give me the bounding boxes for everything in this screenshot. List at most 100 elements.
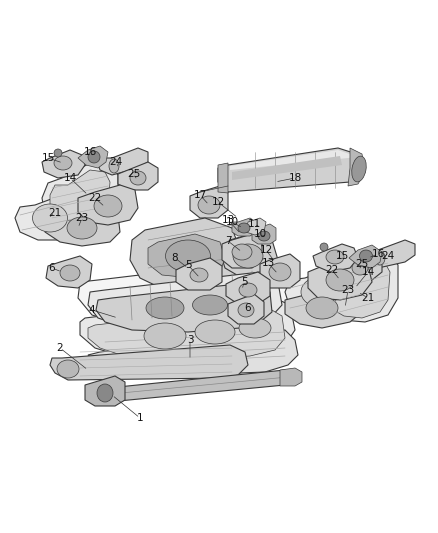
Ellipse shape xyxy=(301,277,339,307)
Text: 23: 23 xyxy=(341,285,355,295)
Text: 2: 2 xyxy=(57,343,64,353)
Ellipse shape xyxy=(326,269,354,291)
Text: 23: 23 xyxy=(75,213,88,223)
Ellipse shape xyxy=(57,360,79,378)
Text: 24: 24 xyxy=(110,157,123,167)
Ellipse shape xyxy=(67,217,97,239)
Text: 1: 1 xyxy=(137,413,143,423)
Text: 18: 18 xyxy=(288,173,302,183)
Polygon shape xyxy=(80,296,295,360)
Polygon shape xyxy=(226,272,270,304)
Ellipse shape xyxy=(326,250,344,264)
Ellipse shape xyxy=(190,268,208,282)
Polygon shape xyxy=(15,195,82,240)
Polygon shape xyxy=(218,163,228,193)
Polygon shape xyxy=(228,294,264,324)
Text: 13: 13 xyxy=(221,215,235,225)
Polygon shape xyxy=(220,232,278,278)
Ellipse shape xyxy=(258,231,270,241)
Text: 16: 16 xyxy=(83,147,97,157)
Ellipse shape xyxy=(97,384,113,402)
Ellipse shape xyxy=(352,156,366,182)
Polygon shape xyxy=(148,234,225,278)
Polygon shape xyxy=(232,156,342,180)
Polygon shape xyxy=(308,258,372,300)
Ellipse shape xyxy=(239,283,257,297)
Polygon shape xyxy=(78,185,138,225)
Ellipse shape xyxy=(54,149,62,157)
Polygon shape xyxy=(78,260,290,328)
Text: 12: 12 xyxy=(212,197,225,207)
Ellipse shape xyxy=(233,244,263,268)
Ellipse shape xyxy=(54,156,72,170)
Polygon shape xyxy=(45,208,120,246)
Polygon shape xyxy=(85,376,125,406)
Polygon shape xyxy=(78,146,108,168)
Polygon shape xyxy=(130,218,240,292)
Text: 14: 14 xyxy=(361,267,374,277)
Ellipse shape xyxy=(320,243,328,251)
Polygon shape xyxy=(98,148,148,175)
Polygon shape xyxy=(260,254,300,288)
Text: 15: 15 xyxy=(336,251,349,261)
Polygon shape xyxy=(218,148,362,192)
Text: 7: 7 xyxy=(225,236,231,246)
Ellipse shape xyxy=(109,159,119,173)
Ellipse shape xyxy=(375,251,385,265)
Ellipse shape xyxy=(130,171,146,185)
Text: 21: 21 xyxy=(361,293,374,303)
Polygon shape xyxy=(285,288,362,328)
Text: 11: 11 xyxy=(247,219,261,229)
Text: 25: 25 xyxy=(127,169,141,179)
Ellipse shape xyxy=(238,223,250,233)
Polygon shape xyxy=(88,272,282,330)
Text: 6: 6 xyxy=(49,263,55,273)
Polygon shape xyxy=(328,260,390,318)
Polygon shape xyxy=(222,234,262,268)
Polygon shape xyxy=(322,252,398,322)
Ellipse shape xyxy=(144,323,186,349)
Ellipse shape xyxy=(360,250,372,262)
Ellipse shape xyxy=(269,263,291,281)
Ellipse shape xyxy=(198,196,220,214)
Text: 16: 16 xyxy=(371,249,385,259)
Text: 13: 13 xyxy=(261,258,275,268)
Polygon shape xyxy=(280,368,302,386)
Polygon shape xyxy=(50,170,110,222)
Text: 4: 4 xyxy=(88,305,95,315)
Ellipse shape xyxy=(32,204,67,232)
Text: 15: 15 xyxy=(41,153,55,163)
Text: 10: 10 xyxy=(226,217,239,227)
Polygon shape xyxy=(42,150,85,178)
Polygon shape xyxy=(118,162,158,190)
Polygon shape xyxy=(176,258,222,290)
Polygon shape xyxy=(46,256,92,288)
Text: 17: 17 xyxy=(193,190,207,200)
Polygon shape xyxy=(285,268,352,315)
Polygon shape xyxy=(42,162,118,228)
Text: 10: 10 xyxy=(254,229,267,239)
Ellipse shape xyxy=(146,297,184,319)
Ellipse shape xyxy=(94,195,122,217)
Text: 5: 5 xyxy=(185,260,191,270)
Ellipse shape xyxy=(232,244,252,260)
Text: 21: 21 xyxy=(48,208,62,218)
Polygon shape xyxy=(230,150,358,170)
Polygon shape xyxy=(50,345,248,380)
Polygon shape xyxy=(88,330,298,375)
Polygon shape xyxy=(313,244,358,272)
Polygon shape xyxy=(340,252,382,280)
Polygon shape xyxy=(246,218,266,235)
Text: 22: 22 xyxy=(88,193,102,203)
Polygon shape xyxy=(95,370,295,402)
Polygon shape xyxy=(88,306,285,360)
Text: 5: 5 xyxy=(241,277,247,287)
Ellipse shape xyxy=(192,295,227,315)
Polygon shape xyxy=(364,240,415,268)
Text: 12: 12 xyxy=(259,245,272,255)
Text: 6: 6 xyxy=(245,303,251,313)
Ellipse shape xyxy=(195,320,235,344)
Ellipse shape xyxy=(352,261,368,275)
Ellipse shape xyxy=(306,297,338,319)
Ellipse shape xyxy=(234,291,262,309)
